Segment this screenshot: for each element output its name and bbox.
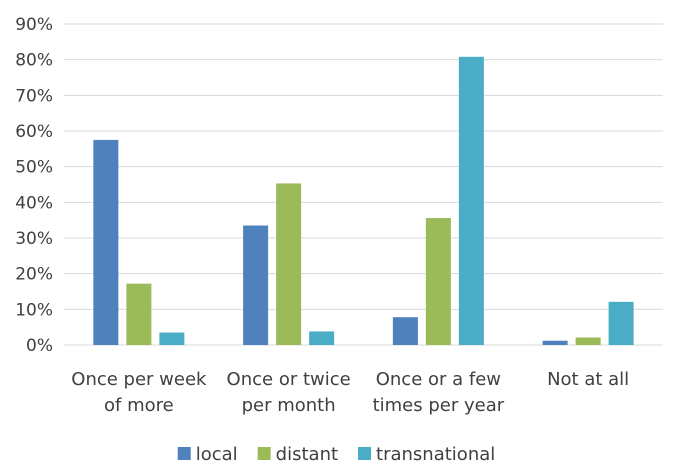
x-category-label: Once or a few [376, 369, 501, 390]
bar-local-3 [542, 340, 568, 345]
legend-item-distant: distant [257, 444, 338, 465]
bar-distant-3 [575, 337, 601, 345]
x-category-label: Not at all [547, 369, 629, 390]
x-category-label: of more [104, 395, 174, 416]
y-tick-label: 40% [15, 193, 53, 213]
x-category-label: Once or twice [227, 369, 351, 390]
y-tick-label: 90% [15, 15, 53, 35]
y-tick-label: 60% [15, 122, 53, 142]
legend: local distant transnational [177, 444, 495, 465]
y-tick-label: 50% [15, 158, 53, 178]
x-category-label: times per year [373, 395, 505, 416]
gridlines [64, 23, 663, 346]
bar-transnational-3 [608, 301, 634, 345]
legend-label: transnational [376, 444, 495, 465]
bar-distant-0 [126, 283, 152, 345]
bar-local-1 [243, 225, 269, 345]
legend-swatch [257, 447, 271, 460]
legend-item-transnational: transnational [358, 444, 495, 465]
bar-transnational-0 [159, 332, 185, 345]
legend-label: local [196, 444, 238, 465]
y-tick-label: 30% [15, 229, 53, 249]
bar-local-0 [93, 139, 119, 345]
y-tick-label: 20% [15, 265, 53, 285]
x-axis: Once per week of more Once or twice per mon… [71, 369, 629, 416]
y-axis: 0% 10% 20% 30% 40% 50% 60% 70% 80% 90% [15, 15, 53, 356]
y-tick-label: 10% [15, 300, 53, 320]
bar-distant-1 [276, 183, 302, 345]
bar-transnational-1 [309, 331, 335, 345]
legend-item-local: local [177, 444, 238, 465]
legend-label: distant [276, 444, 338, 465]
bar-distant-2 [425, 218, 451, 345]
legend-swatch [177, 447, 191, 460]
x-category-label: Once per week [71, 369, 207, 390]
y-tick-label: 70% [15, 86, 53, 106]
bar-local-2 [392, 317, 418, 345]
legend-swatch [358, 447, 372, 460]
bar-transnational-2 [458, 56, 484, 346]
bars [93, 56, 634, 346]
y-tick-label: 80% [15, 51, 53, 71]
y-tick-label: 0% [26, 336, 53, 356]
x-category-label: per month [242, 395, 336, 416]
